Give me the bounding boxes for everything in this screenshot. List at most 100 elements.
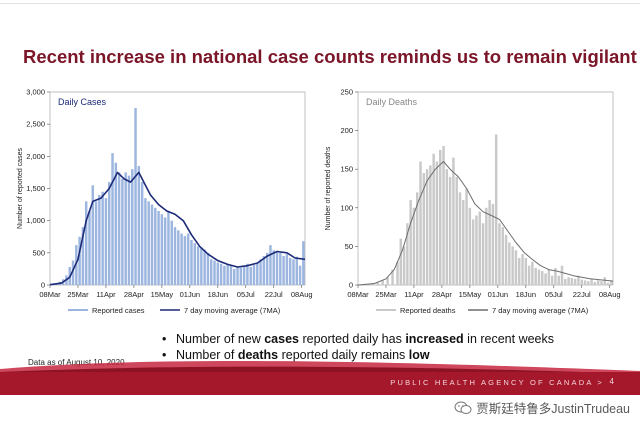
- bar: [140, 182, 144, 285]
- bar: [603, 277, 607, 285]
- bar: [452, 157, 455, 285]
- y-tick-label: 50: [345, 242, 353, 251]
- bar: [386, 277, 389, 285]
- x-tick-label: 08Aug: [291, 290, 313, 299]
- x-tick-label: 28Apr: [124, 290, 145, 299]
- bar: [432, 153, 435, 285]
- bar: [180, 233, 183, 285]
- slide-title: Recent increase in national case counts …: [23, 46, 637, 67]
- bar: [610, 280, 613, 285]
- bar: [114, 162, 118, 285]
- legend-label-line: 7 day moving average (7MA): [184, 306, 281, 315]
- bar: [265, 252, 269, 285]
- page-number: 4: [609, 377, 614, 386]
- bar: [475, 215, 478, 285]
- y-tick-label: 2,000: [26, 152, 45, 161]
- x-tick-label: 22Jul: [573, 290, 591, 299]
- y-tick-label: 3,000: [26, 88, 45, 97]
- bar: [209, 259, 213, 285]
- watermark-text: 贾斯廷特鲁多JustinTrudeau: [476, 402, 630, 416]
- bar: [415, 192, 419, 285]
- y-axis-label: Number of reported deaths: [325, 146, 332, 230]
- bar: [524, 257, 528, 285]
- bar: [107, 182, 111, 285]
- bar: [541, 271, 544, 285]
- bar: [249, 266, 252, 285]
- bar: [412, 207, 416, 285]
- bar: [425, 169, 429, 285]
- legend-label-bars: Reported cases: [92, 306, 145, 315]
- y-tick-label: 2,500: [26, 120, 45, 129]
- moving-average-line: [357, 161, 614, 286]
- bar: [173, 227, 177, 285]
- bar: [458, 192, 462, 285]
- bar: [462, 200, 465, 285]
- bar: [491, 203, 495, 285]
- data-date-footnote: Data as of August 10, 2020: [28, 358, 125, 367]
- bar: [429, 165, 432, 285]
- bullet-dot: •: [162, 348, 167, 362]
- y-axis-label: Number of reported cases: [17, 148, 24, 229]
- x-tick-label: 08Aug: [599, 290, 621, 299]
- bar: [98, 194, 101, 285]
- x-tick-label: 01Jun: [488, 290, 508, 299]
- bar: [124, 172, 127, 285]
- bar: [596, 280, 600, 285]
- bar: [216, 262, 220, 285]
- bar: [91, 185, 95, 285]
- bar: [590, 278, 593, 285]
- bar: [288, 257, 292, 285]
- bar: [504, 234, 508, 285]
- bar: [275, 251, 279, 285]
- bar: [465, 188, 468, 285]
- y-tick-label: 500: [32, 248, 45, 257]
- bar: [295, 256, 299, 285]
- bar: [272, 250, 275, 285]
- x-tick-label: 18Jun: [516, 290, 536, 299]
- bar: [127, 175, 131, 285]
- watermark: 贾斯廷特鲁多JustinTrudeau: [454, 398, 630, 417]
- bar: [239, 267, 243, 285]
- bar: [544, 273, 547, 285]
- wechat-icon: [454, 401, 472, 414]
- bar: [396, 261, 399, 285]
- bar: [381, 280, 384, 285]
- bar: [494, 134, 498, 285]
- bar: [302, 241, 305, 285]
- bar: [478, 211, 481, 285]
- agency-name: PUBLIC HEALTH AGENCY OF CANADA >: [390, 378, 604, 387]
- y-tick-label: 250: [340, 88, 353, 97]
- bar: [521, 254, 524, 285]
- bar: [468, 207, 472, 285]
- y-tick-label: 0: [41, 281, 45, 290]
- x-tick-label: 28Apr: [432, 290, 453, 299]
- bar: [78, 236, 81, 285]
- slide-top-line: [0, 3, 640, 4]
- bar: [259, 259, 262, 285]
- bar: [203, 249, 206, 285]
- bar: [564, 278, 567, 285]
- bar: [600, 281, 603, 285]
- bar: [219, 263, 223, 285]
- bar: [157, 211, 160, 285]
- bar: [550, 275, 554, 285]
- bar: [117, 172, 121, 285]
- bar: [193, 243, 197, 285]
- bar: [233, 268, 236, 285]
- bar: [223, 265, 226, 285]
- bar: [269, 245, 272, 285]
- bar: [580, 279, 583, 285]
- key-point-cases: • Number of new cases reported daily has…: [162, 332, 555, 346]
- bar: [88, 211, 91, 285]
- bar: [439, 149, 442, 285]
- bar: [481, 223, 485, 285]
- bar: [409, 200, 412, 285]
- bar: [183, 236, 187, 285]
- bar: [282, 256, 285, 285]
- daily-cases-chart: 0 500 1,000 1,500 2,000 2,500 3,000 08Mar 25Mar 1…: [17, 88, 313, 316]
- bar: [144, 198, 147, 285]
- x-tick-label: 25Mar: [67, 290, 89, 299]
- y-tick-label: 1,000: [26, 216, 45, 225]
- bar: [537, 269, 541, 285]
- bar: [229, 265, 233, 285]
